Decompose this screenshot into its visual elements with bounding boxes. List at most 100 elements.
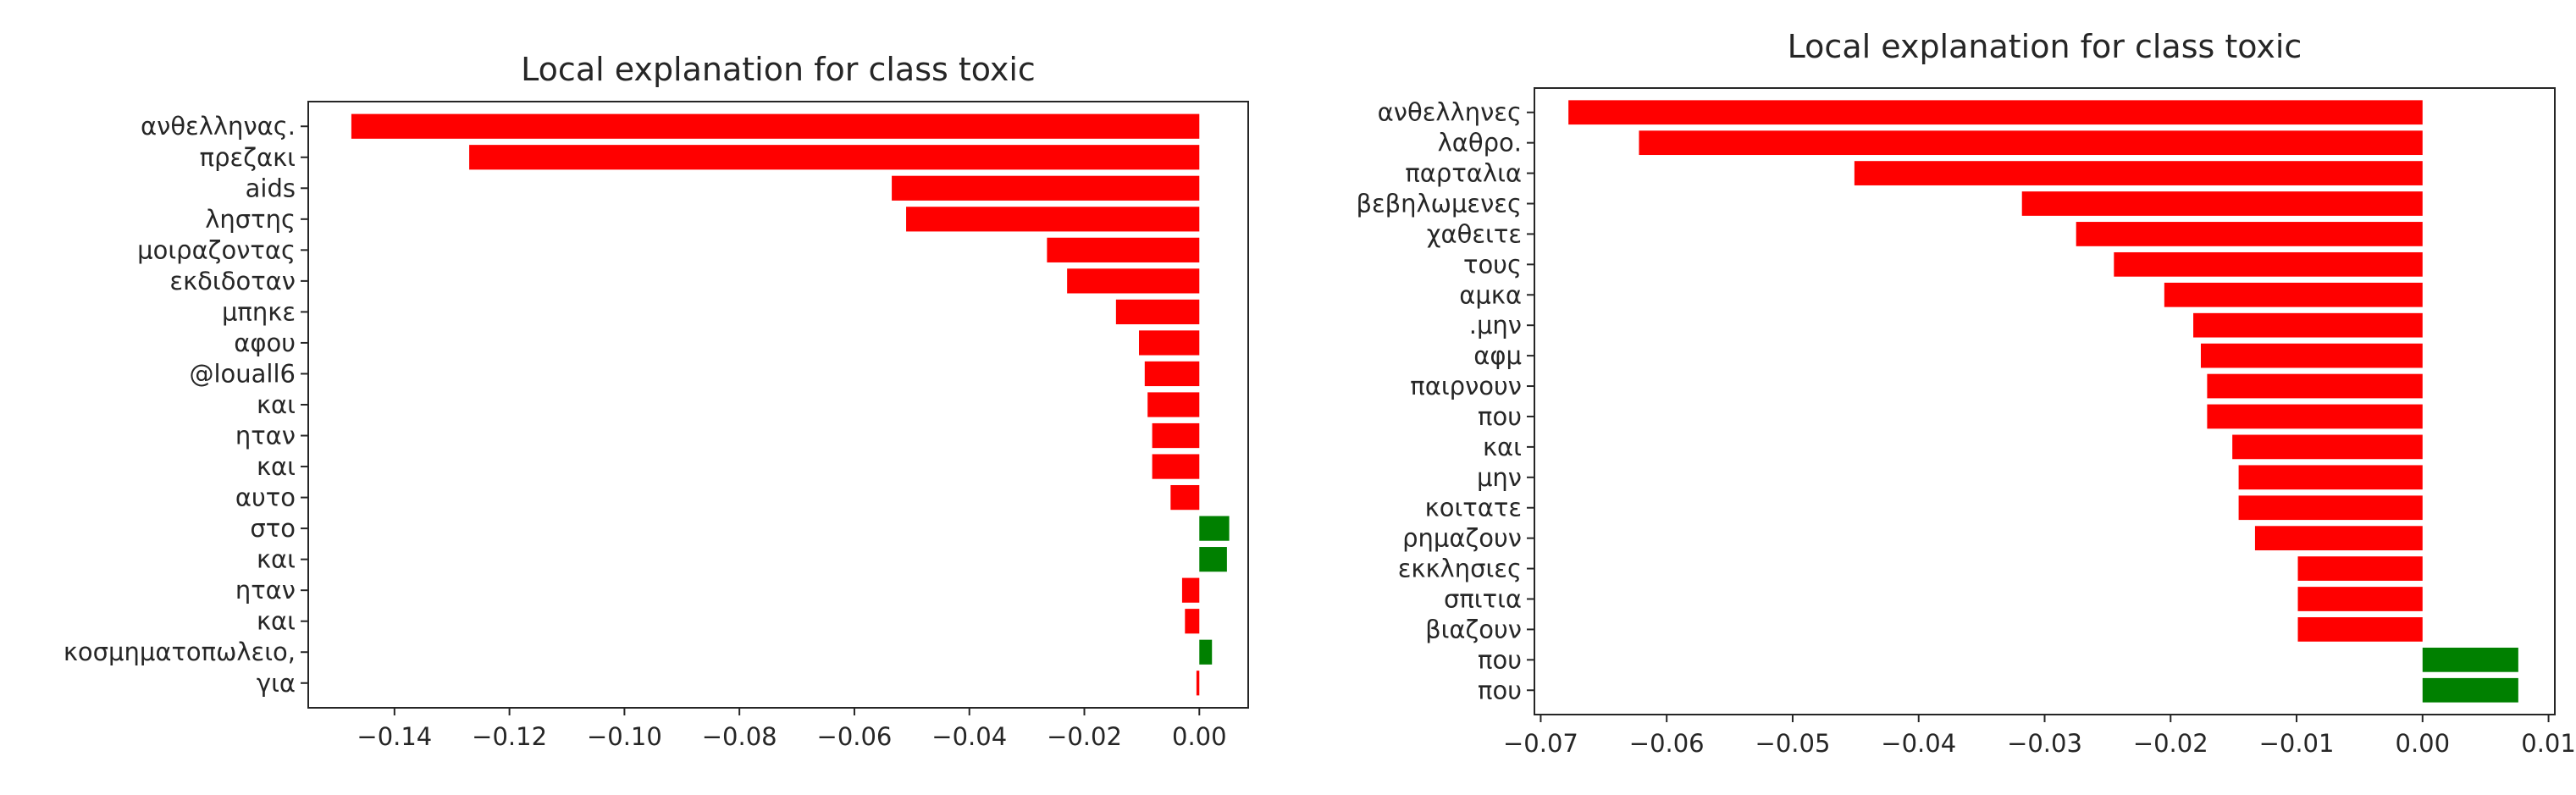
y-tick-label: που: [1478, 645, 1522, 674]
x-tick-label: −0.04: [931, 722, 1007, 751]
y-tick-label: αμκα: [1459, 280, 1522, 309]
bar: [2207, 373, 2423, 399]
bar: [2422, 647, 2518, 672]
bar: [1199, 639, 1213, 665]
chart-left: Local explanation for class toxic ανθελλη…: [64, 51, 1249, 751]
bar: [1147, 392, 1200, 417]
y-tick-label: εκδιδοταν: [169, 267, 296, 295]
bar: [2114, 251, 2423, 277]
y-tick-label: ηταν: [235, 422, 296, 450]
y-tick-label: ανθελληνας.: [141, 112, 296, 141]
bar: [1067, 268, 1200, 294]
y-tick-label: βιαζουν: [1425, 615, 1522, 643]
y-tick-label: που: [1478, 402, 1522, 431]
bar: [892, 175, 1200, 201]
bar: [1185, 609, 1200, 634]
bar: [906, 207, 1200, 232]
y-tick-label: αφμ: [1473, 341, 1522, 370]
chart-title: Local explanation for class toxic: [1788, 28, 2302, 65]
y-tick-label: μπηκε: [222, 297, 296, 326]
y-tick-label: στο: [250, 514, 296, 543]
bar: [2193, 312, 2423, 338]
bar: [1199, 516, 1230, 541]
bar: [2238, 465, 2423, 490]
y-tick-label: ρημαζουν: [1402, 524, 1522, 553]
x-tick-label: 0.00: [1172, 722, 1227, 751]
y-tick-label: και: [257, 545, 296, 574]
bar: [1152, 422, 1200, 449]
x-tick-label: −0.04: [1881, 729, 1956, 758]
y-tick-label: @louall6: [189, 359, 296, 388]
y-tick-label: και: [1483, 433, 1522, 461]
x-tick-label: −0.06: [1629, 729, 1705, 758]
bar: [2207, 404, 2423, 429]
y-tick-label: εκκλησιες: [1398, 555, 1522, 583]
x-tick-label: −0.10: [587, 722, 662, 751]
y-tick-label: παιρνουν: [1410, 372, 1522, 400]
x-tick-label: 0.01: [2521, 729, 2576, 758]
y-tick-label: και: [257, 452, 296, 481]
bar: [2021, 191, 2423, 216]
chart-title: Local explanation for class toxic: [521, 51, 1036, 88]
bar: [1144, 361, 1200, 387]
y-tick-label: και: [257, 390, 296, 419]
y-tick-label: αυτο: [235, 483, 296, 512]
y-tick-label: παρταλια: [1405, 159, 1522, 188]
bar: [2164, 282, 2423, 307]
x-tick-label: −0.12: [472, 722, 547, 751]
x-tick-label: 0.00: [2396, 729, 2451, 758]
y-tick-label: που: [1478, 676, 1522, 704]
bar: [351, 113, 1200, 139]
x-tick-label: −0.08: [702, 722, 777, 751]
x-tick-label: −0.14: [357, 722, 432, 751]
bar: [1199, 547, 1227, 572]
y-tick-label: μοιραζοντας: [137, 235, 296, 264]
x-tick-label: −0.03: [2007, 729, 2082, 758]
y-tick-label: κοιτατε: [1425, 494, 1522, 522]
x-tick-label: −0.05: [1755, 729, 1831, 758]
y-tick-label: βεβηλωμενες: [1356, 190, 1522, 218]
axes-frame: [1534, 87, 2556, 715]
bar: [2254, 526, 2423, 551]
y-tick-label: μην: [1477, 463, 1522, 492]
bar: [1152, 454, 1200, 479]
bar: [2297, 617, 2423, 642]
x-tick-label: −0.01: [2259, 729, 2335, 758]
y-tick-label: για: [257, 669, 296, 698]
x-tick-label: −0.06: [817, 722, 893, 751]
bar: [2238, 495, 2423, 521]
bar: [1115, 299, 1200, 325]
x-tick-label: −0.02: [1047, 722, 1122, 751]
y-tick-label: ηταν: [235, 576, 296, 605]
bar: [1047, 237, 1200, 262]
bar: [2297, 587, 2423, 611]
bar: [469, 145, 1200, 170]
y-tick-label: ανθελληνες: [1378, 98, 1522, 127]
bar: [2297, 556, 2423, 581]
y-tick-label: λαθρο.: [1438, 129, 1522, 157]
bar: [2422, 677, 2518, 703]
bar: [1170, 484, 1200, 511]
x-tick-label: −0.02: [2133, 729, 2208, 758]
y-tick-label: και: [257, 607, 296, 636]
y-tick-label: κοσμηματοπωλειο,: [64, 638, 296, 666]
y-tick-label: .μην: [1469, 311, 1522, 340]
y-tick-label: πρεζακι: [200, 143, 296, 172]
y-tick-label: aids: [246, 174, 296, 202]
bar: [1639, 130, 2423, 156]
y-tick-label: αφου: [234, 328, 296, 357]
y-tick-label: τους: [1463, 250, 1522, 279]
axes-frame: [307, 101, 1249, 709]
x-tick-label: −0.07: [1503, 729, 1578, 758]
bar: [2232, 434, 2423, 460]
bar: [2076, 222, 2423, 246]
bar: [1139, 330, 1200, 356]
y-tick-label: χαθειτε: [1427, 219, 1522, 248]
bar: [1196, 671, 1200, 696]
bar: [2200, 343, 2423, 368]
y-tick-label: ληστης: [205, 205, 296, 234]
bar: [1181, 577, 1200, 603]
bar: [1568, 100, 2423, 125]
chart-right: Local explanation for class toxic ανθελλη…: [1356, 28, 2575, 758]
